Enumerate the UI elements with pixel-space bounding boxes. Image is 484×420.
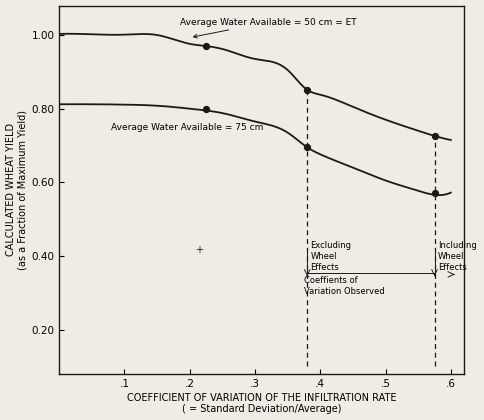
Point	[303, 144, 311, 151]
Point	[431, 189, 439, 196]
Y-axis label: CALCULATED WHEAT YIELD
(as a Fraction of Maximum Yield): CALCULATED WHEAT YIELD (as a Fraction of…	[5, 110, 27, 270]
Point	[431, 133, 439, 139]
Point	[202, 43, 210, 50]
Text: Coeffients of
Variation Observed: Coeffients of Variation Observed	[304, 276, 385, 297]
Text: Average Water Available = 75 cm: Average Water Available = 75 cm	[111, 123, 264, 132]
X-axis label: COEFFICIENT OF VARIATION OF THE INFILTRATION RATE
( = Standard Deviation/Average: COEFFICIENT OF VARIATION OF THE INFILTRA…	[127, 393, 396, 415]
Point	[303, 87, 311, 93]
Text: +: +	[196, 245, 204, 255]
Text: Excluding
Wheel
Effects: Excluding Wheel Effects	[311, 241, 351, 273]
Text: Average Water Available = 50 cm = ET: Average Water Available = 50 cm = ET	[180, 18, 357, 38]
Text: Including
Wheel
Effects: Including Wheel Effects	[438, 241, 477, 273]
Point	[202, 105, 210, 112]
